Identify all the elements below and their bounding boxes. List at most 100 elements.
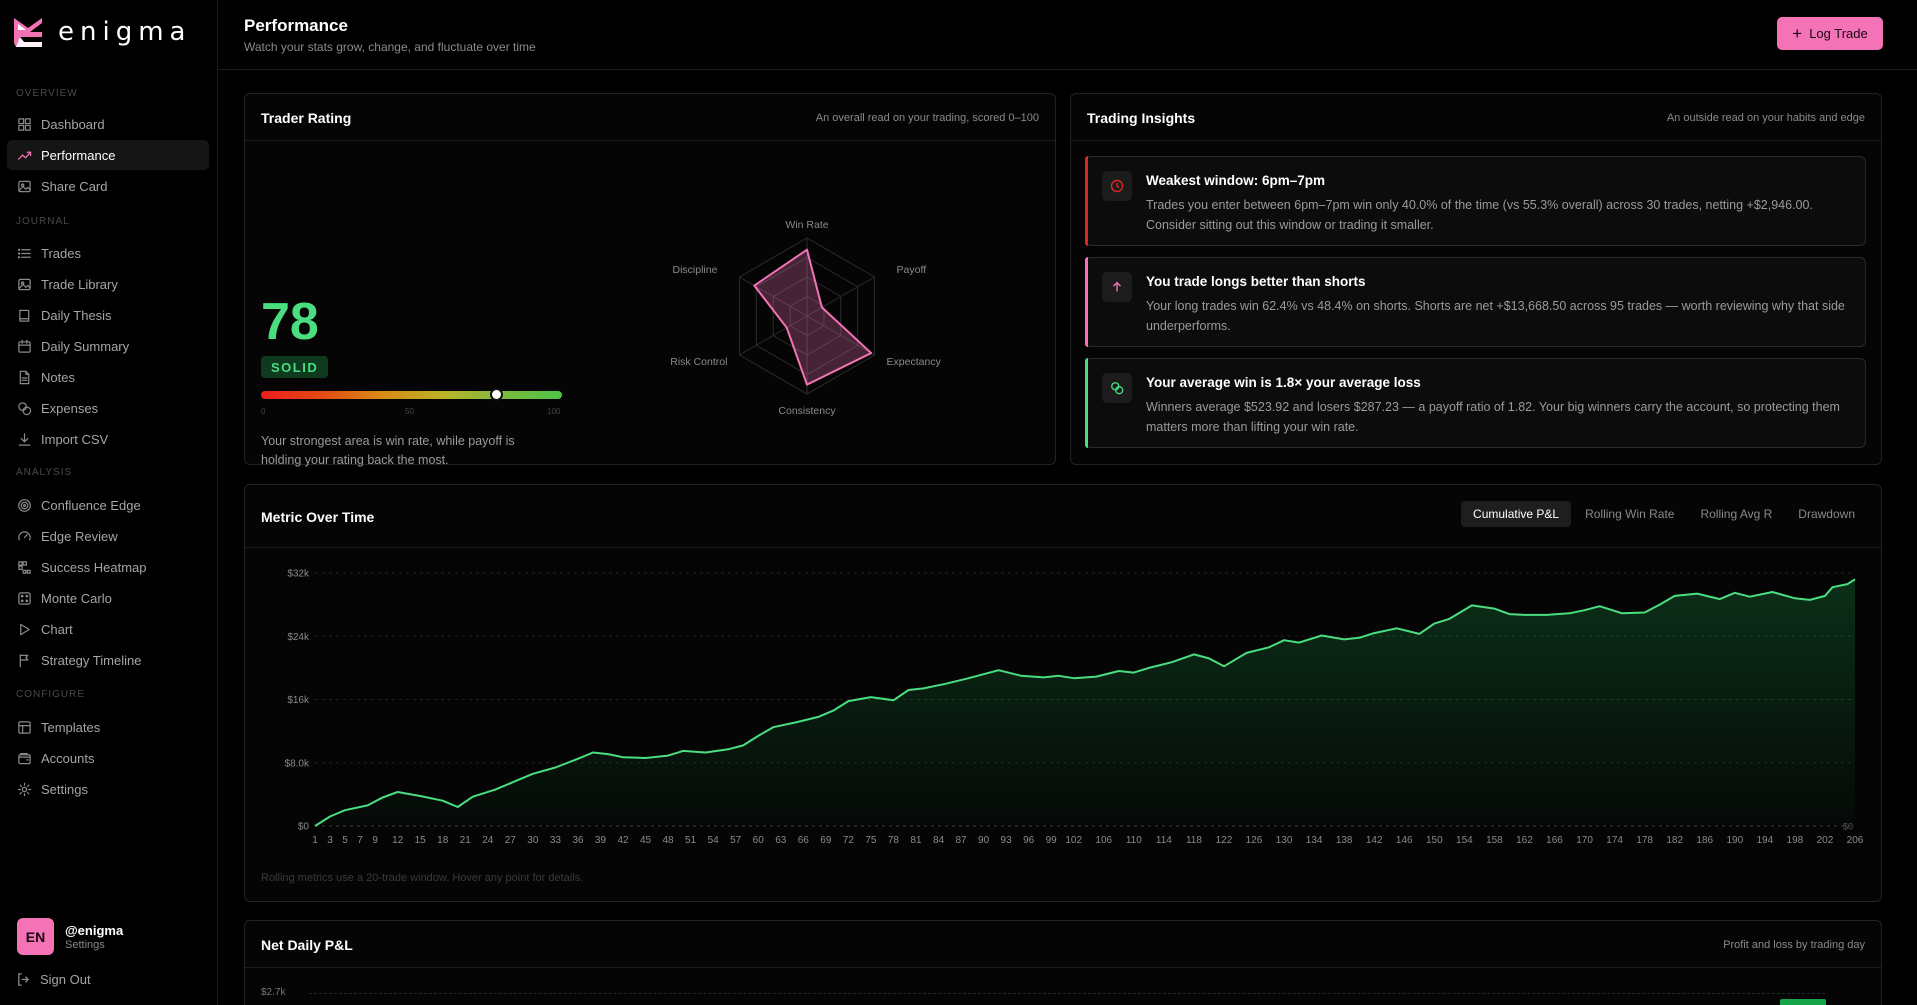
sidebar-item-performance[interactable]: Performance [7,140,209,170]
x-tick-label: 146 [1396,835,1413,846]
rating-score: 78 [261,293,319,351]
x-tick-label: 93 [1001,835,1013,846]
rating-grade-badge: SOLID [261,356,329,378]
sidebar-item-notes[interactable]: Notes [7,362,209,392]
sidebar-item-label: Strategy Timeline [41,652,142,668]
x-tick-label: 84 [933,835,945,846]
gauge-tick-max: 100 [547,407,561,416]
insight-accent-bar [1085,257,1088,347]
sidebar-item-share-card[interactable]: Share Card [7,171,209,201]
daily-bar[interactable] [1780,999,1826,1005]
x-tick-label: 198 [1787,835,1804,846]
x-tick-label: 118 [1186,835,1202,846]
calendar-icon [18,339,31,353]
gauge-tick-min: 0 [261,407,266,416]
sidebar-item-chart[interactable]: Chart [7,614,209,644]
x-tick-label: 36 [572,835,584,846]
x-tick-label: 138 [1336,835,1353,846]
radar-axis-label: Win Rate [785,219,828,231]
page-subtitle: Watch your stats grow, change, and fluct… [244,40,536,54]
x-tick-label: 69 [820,835,832,846]
x-tick-label: 202 [1817,835,1834,846]
sidebar-item-expenses[interactable]: Expenses [7,393,209,423]
sidebar-item-success-heatmap[interactable]: Success Heatmap [7,552,209,582]
x-tick-label: 186 [1696,835,1713,846]
sidebar-item-templates[interactable]: Templates [7,712,209,742]
insight-accent-bar [1085,358,1088,448]
sidebar-item-dashboard[interactable]: Dashboard [7,109,209,139]
x-tick-label: 21 [460,835,472,846]
sidebar-item-label: Share Card [41,178,108,194]
rating-gauge-knob [489,388,503,401]
sidebar-item-trades[interactable]: Trades [7,238,209,268]
x-tick-label: 150 [1426,835,1443,846]
x-tick-label: 154 [1456,835,1473,846]
x-tick-label: 12 [392,835,404,846]
sidebar-item-confluence-edge[interactable]: Confluence Edge [7,490,209,520]
tab-cumulative-pnl[interactable]: Cumulative P&L [1461,501,1572,527]
x-tick-label: 142 [1366,835,1383,846]
sidebar-item-import-csv[interactable]: Import CSV [7,424,209,454]
sidebar-item-monte-carlo[interactable]: Monte Carlo [7,583,209,613]
x-tick-label: 81 [910,835,922,846]
insight-text: Your long trades win 62.4% vs 48.4% on s… [1146,299,1845,333]
trading-insights-subtitle: An outside read on your habits and edge [1666,112,1865,124]
sidebar-item-accounts[interactable]: Accounts [7,743,209,773]
radar-axis-line [806,315,875,356]
log-trade-button[interactable]: + Log Trade [1777,17,1883,50]
sidebar-item-label: Notes [41,369,75,385]
insight-item[interactable]: You trade longs better than shorts Your … [1085,257,1866,347]
x-tick-label: 174 [1606,835,1623,846]
x-tick-label: 60 [753,835,765,846]
x-tick-label: 162 [1516,835,1533,846]
x-tick-label: 33 [550,835,562,846]
insight-item[interactable]: Your average win is 1.8× your average lo… [1085,358,1866,448]
target-icon [18,498,31,512]
sidebar-item-strategy-timeline[interactable]: Strategy Timeline [7,645,209,675]
insight-text: Winners average $523.92 and losers $287.… [1146,400,1840,434]
sidebar-item-edge-review[interactable]: Edge Review [7,521,209,551]
x-tick-label: 78 [888,835,900,846]
sidebar-item-settings[interactable]: Settings [7,774,209,804]
rating-gauge [261,388,562,401]
insight-item[interactable]: Weakest window: 6pm–7pm Trades you enter… [1085,156,1866,246]
clock-icon [1102,171,1132,201]
sign-out-button[interactable]: Sign Out [16,972,91,987]
pnl-area [315,579,1855,826]
sidebar-item-label: Daily Summary [41,338,130,354]
x-tick-label: 206 [1847,835,1864,846]
tab-drawdown[interactable]: Drawdown [1798,507,1855,521]
nav-section-analysis: ANALYSIS [16,467,73,478]
user-handle: @enigma [65,922,124,938]
sidebar-item-daily-summary[interactable]: Daily Summary [7,331,209,361]
sidebar-item-label: Settings [41,781,88,797]
sidebar-item-label: Templates [41,719,101,735]
brand-logo[interactable]: enigma [12,16,191,48]
x-tick-label: 24 [482,835,494,846]
gear-icon [17,782,32,796]
cumulative-pnl-chart[interactable]: $0$8.0k$16k$24k$32k$01 3 5 7 9 12 15 18 21 24 27 30… [245,549,1881,869]
sidebar-item-label: Performance [41,147,116,163]
radar-axis-line [739,276,808,317]
sidebar-item-label: Trades [41,245,81,261]
x-tick-label: 63 [775,835,787,846]
sidebar-item-daily-thesis[interactable]: Daily Thesis [7,300,209,330]
sign-out-label: Sign Out [40,972,91,987]
tab-rolling-win-rate[interactable]: Rolling Win Rate [1585,507,1675,521]
dice-icon [18,591,31,605]
trading-insights-card: Trading Insights An outside read on your… [1070,93,1882,465]
radar-data-shape[interactable] [753,248,873,386]
y-tick-label: $0 [298,822,310,833]
x-tick-label: 158 [1486,835,1503,846]
nav-section-configure: CONFIGURE [16,689,85,700]
daily-y-tick: $2.7k [261,987,286,998]
user-profile[interactable]: EN @enigma Settings [17,918,123,955]
x-tick-label: 42 [617,835,629,846]
user-settings-link[interactable]: Settings [65,938,105,951]
sidebar-item-trade-library[interactable]: Trade Library [7,269,209,299]
x-tick-label: 75 [865,835,877,846]
sidebar-item-label: Accounts [41,750,95,766]
pnl-line[interactable] [314,578,1856,827]
y-tick-label: $24k [287,632,310,643]
tab-rolling-avg-r[interactable]: Rolling Avg R [1700,507,1773,521]
